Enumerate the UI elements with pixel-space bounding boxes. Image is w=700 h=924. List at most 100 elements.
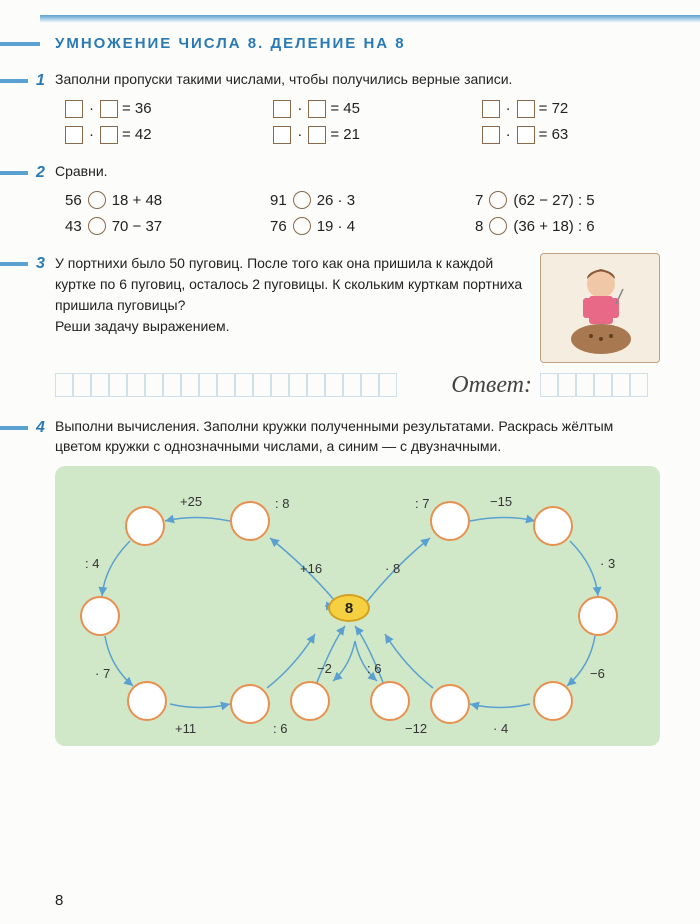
answer-label: Ответ: [443, 372, 540, 399]
op-label: −15 [490, 494, 512, 509]
cmp-right: 26 · 3 [317, 192, 355, 209]
mult-dot: · [87, 100, 96, 117]
compare-row: 56 18 + 48 [65, 191, 250, 209]
eq-result: = 21 [330, 126, 360, 143]
compare-grid: 56 18 + 48 91 26 · 3 7 (62 − 27) : 5 4370 −… [65, 191, 660, 235]
compare-circle[interactable] [88, 191, 106, 209]
eq-result: = 42 [122, 126, 152, 143]
compare-row: 91 26 · 3 [270, 191, 455, 209]
op-label: : 6 [273, 721, 287, 736]
compare-circle[interactable] [489, 217, 507, 235]
op-label: : 8 [275, 496, 289, 511]
blank-box[interactable] [482, 100, 500, 118]
op-label: : 4 [85, 556, 99, 571]
op-label: · 7 [95, 666, 110, 681]
equation: · = 72 [482, 100, 660, 118]
op-label: · 4 [493, 721, 508, 736]
equation: · = 42 [65, 126, 243, 144]
cmp-left: 56 [65, 192, 82, 209]
marker-bar [0, 79, 28, 83]
task-marker: 1 [0, 72, 45, 90]
equation: · = 36 [65, 100, 243, 118]
blank-box[interactable] [273, 126, 291, 144]
equation-grid: · = 36 · = 45 · = 72 · = 42 · = 21 · = 63 [65, 100, 660, 144]
op-label: · 3 [600, 556, 615, 571]
task-text: Выполни вычисления. Заполни кружки получ… [55, 417, 660, 456]
page-number: 8 [55, 892, 63, 909]
title-dash [0, 42, 40, 46]
eq-result: = 45 [330, 100, 360, 117]
mult-dot: · [504, 100, 513, 117]
mult-dot: · [295, 100, 304, 117]
center-value: 8 [345, 600, 353, 617]
compare-circle[interactable] [489, 191, 507, 209]
task-marker: 2 [0, 164, 45, 182]
task-marker: 4 [0, 419, 45, 437]
cmp-left: 43 [65, 218, 82, 235]
eq-result: = 72 [539, 100, 569, 117]
mult-dot: · [87, 126, 96, 143]
blank-box[interactable] [308, 126, 326, 144]
blank-box[interactable] [100, 126, 118, 144]
task-text: У портнихи было 50 пуговиц. После того к… [55, 255, 522, 313]
task-number: 2 [36, 164, 45, 182]
compare-row: 4370 − 37 [65, 217, 250, 235]
op-label: +25 [180, 494, 202, 509]
task-4: 4 Выполни вычисления. Заполни кружки пол… [55, 417, 660, 746]
seamstress-icon [541, 254, 660, 363]
task-number: 1 [36, 72, 45, 90]
task-text: Сравни. [55, 162, 660, 182]
task-1: 1 Заполни пропуски такими числами, чтобы… [55, 70, 660, 144]
compare-row: 7 (62 − 27) : 5 [475, 191, 660, 209]
eq-result: = 63 [539, 126, 569, 143]
compare-row: 8 (36 + 18) : 6 [475, 217, 660, 235]
blank-box[interactable] [482, 126, 500, 144]
page-title-row: УМНОЖЕНИЕ ЧИСЛА 8. ДЕЛЕНИЕ НА 8 [55, 35, 660, 52]
op-label: −12 [405, 721, 427, 736]
marker-bar [0, 171, 28, 175]
task-number: 3 [36, 255, 45, 273]
solve-hint: Реши задачу выражением. [55, 318, 230, 334]
compare-circle[interactable] [88, 217, 106, 235]
op-label: : 6 [367, 661, 381, 676]
blank-box[interactable] [517, 126, 535, 144]
blank-box[interactable] [308, 100, 326, 118]
cmp-left: 7 [475, 192, 483, 209]
task-text: Заполни пропуски такими числами, чтобы п… [55, 70, 660, 90]
op-label: : 7 [415, 496, 429, 511]
answer-row: Ответ: [55, 371, 660, 399]
eq-result: = 36 [122, 100, 152, 117]
op-label: +16 [300, 561, 322, 576]
mult-dot: · [295, 126, 304, 143]
compare-circle[interactable] [293, 191, 311, 209]
top-gradient-bar [40, 15, 700, 23]
task-number: 4 [36, 419, 45, 437]
cmp-left: 76 [270, 218, 287, 235]
page-title: УМНОЖЕНИЕ ЧИСЛА 8. ДЕЛЕНИЕ НА 8 [55, 35, 406, 52]
blank-box[interactable] [100, 100, 118, 118]
cmp-right: (36 + 18) : 6 [513, 218, 594, 235]
marker-bar [0, 262, 28, 266]
blank-box[interactable] [65, 126, 83, 144]
answer-grid-right[interactable] [540, 373, 660, 397]
task-3: 3 У портнихи было 50 пуговиц. После того… [55, 253, 660, 399]
blank-box[interactable] [517, 100, 535, 118]
marker-bar [0, 426, 28, 430]
answer-grid-left[interactable] [55, 373, 443, 397]
equation: · = 21 [273, 126, 451, 144]
cmp-right: 18 + 48 [112, 192, 162, 209]
op-label: +11 [175, 721, 196, 736]
cmp-right: (62 − 27) : 5 [513, 192, 594, 209]
calculation-diagram: 8 +25 : 8 : 4 · 7 +11 : 6 +16 −2 : 6 [55, 466, 660, 746]
cmp-right: 19 · 4 [317, 218, 355, 235]
blank-box[interactable] [273, 100, 291, 118]
cmp-left: 8 [475, 218, 483, 235]
op-label: · 8 [385, 561, 400, 576]
equation: · = 63 [482, 126, 660, 144]
blank-box[interactable] [65, 100, 83, 118]
op-label: −2 [317, 661, 332, 676]
compare-circle[interactable] [293, 217, 311, 235]
cmp-left: 91 [270, 192, 287, 209]
mult-dot: · [504, 126, 513, 143]
op-label: −6 [590, 666, 605, 681]
